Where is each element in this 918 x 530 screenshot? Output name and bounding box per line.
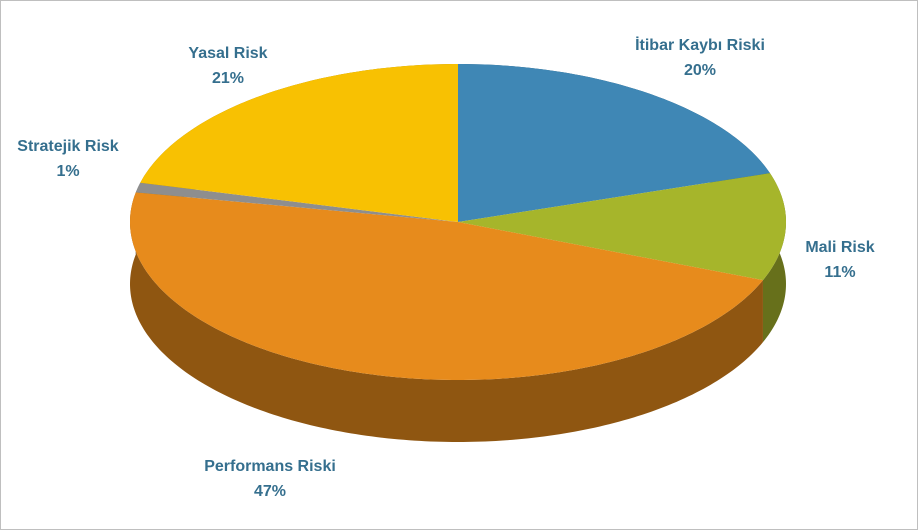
slice [135,182,458,222]
slice [458,173,786,281]
category-label: Yasal Risk [188,45,267,62]
slice [140,64,458,222]
value-label: 21% [212,70,244,87]
slice [130,192,763,380]
value-label: 47% [254,483,286,500]
slice [458,64,770,222]
value-label: 1% [56,163,79,180]
category-label: Mali Risk [805,239,874,256]
slice-side [130,192,763,442]
category-label: Stratejik Risk [17,138,118,155]
value-label: 20% [684,62,716,79]
value-label: 11% [824,264,855,281]
category-label: İtibar Kaybı Riski [635,36,765,54]
category-label: Performans Riski [204,458,336,475]
